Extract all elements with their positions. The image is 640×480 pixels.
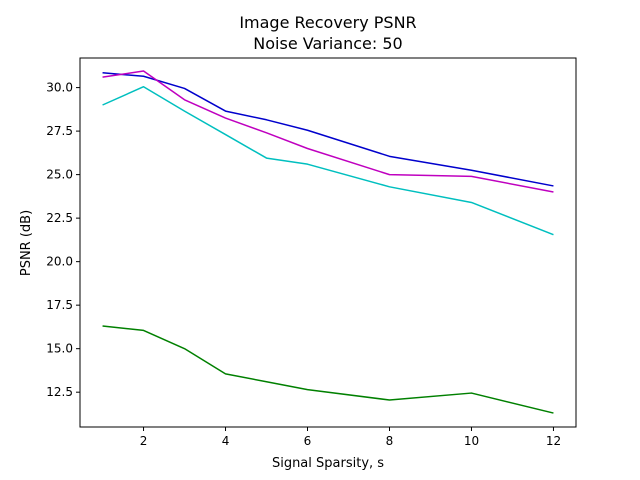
series-line-3: [102, 85, 554, 236]
y-tick-label: 15.0: [46, 342, 73, 356]
x-tick-label: 2: [140, 434, 148, 448]
x-tick-label: 10: [464, 434, 479, 448]
series-line-2: [102, 70, 554, 193]
chart-title: Image Recovery PSNR: [239, 13, 416, 32]
chart-subtitle: Noise Variance: 50: [253, 34, 402, 53]
y-tick-label: 20.0: [46, 255, 73, 269]
y-tick-label: 25.0: [46, 168, 73, 182]
x-tick-label: 6: [304, 434, 312, 448]
y-tick-label: 30.0: [46, 81, 73, 95]
axes-frame: [79, 57, 577, 428]
x-axis-label: Signal Sparsity, s: [272, 456, 384, 471]
y-axis-label: PSNR (dB): [19, 210, 34, 276]
y-tick-label: 12.5: [46, 385, 73, 399]
plot-area: 2 4 6 8 10 12 12.5 15.0 17.5 20.0 22.5 25.0 27.5 30.0: [46, 57, 577, 448]
x-tick-label: 8: [386, 434, 394, 448]
y-tick-label: 17.5: [46, 298, 73, 312]
x-tick-label: 4: [222, 434, 230, 448]
y-tick-label: 22.5: [46, 211, 73, 225]
y-tick-label: 27.5: [46, 124, 73, 138]
series-line-4: [102, 325, 554, 414]
x-tick-label: 12: [546, 434, 561, 448]
